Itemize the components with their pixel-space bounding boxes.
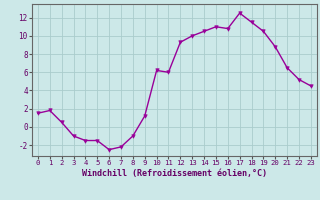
- X-axis label: Windchill (Refroidissement éolien,°C): Windchill (Refroidissement éolien,°C): [82, 169, 267, 178]
